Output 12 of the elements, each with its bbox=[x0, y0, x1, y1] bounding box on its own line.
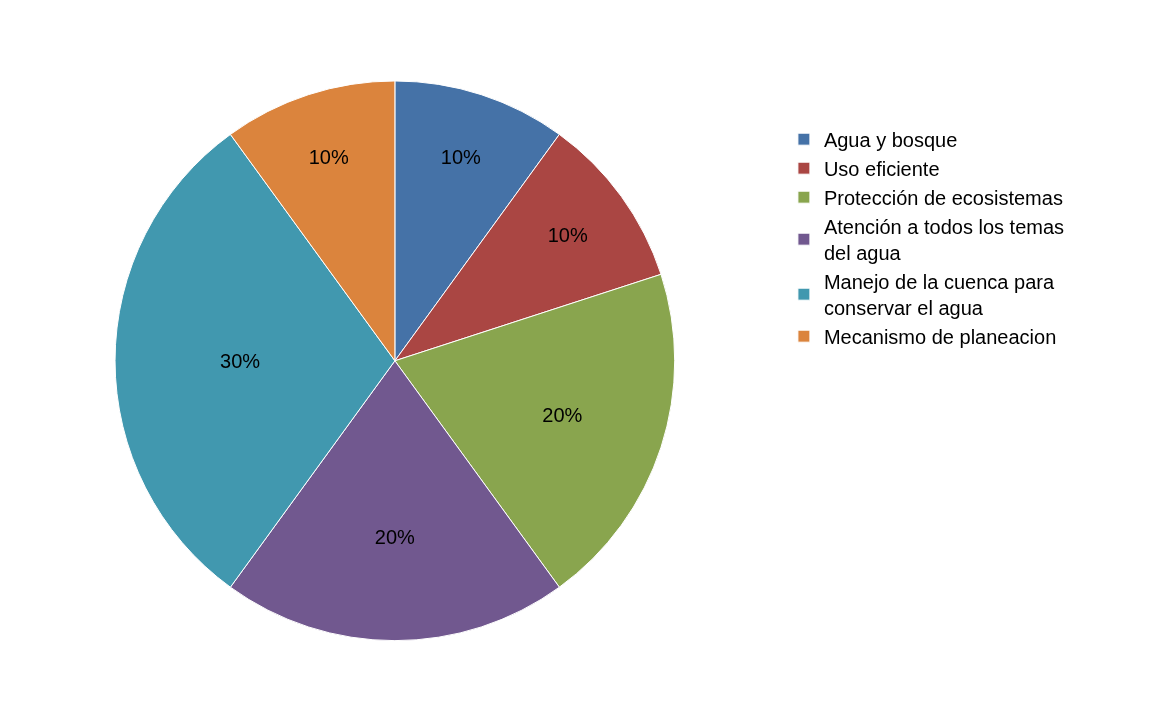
data-label: 20% bbox=[542, 404, 583, 427]
legend-label: Mecanismo de planeacion bbox=[823, 325, 1057, 348]
data-label: 10% bbox=[547, 224, 588, 247]
legend-label: Agua y bosque bbox=[823, 128, 958, 151]
data-label: 20% bbox=[374, 526, 415, 549]
legend-label: Manejo de la cuenca para conservar el agua bbox=[823, 270, 1055, 319]
legend-label: Uso eficiente bbox=[823, 157, 940, 180]
data-label: 30% bbox=[220, 349, 261, 372]
data-label: 10% bbox=[308, 146, 349, 169]
data-label: 10% bbox=[440, 146, 482, 169]
legend-label: Protección de ecosistemas bbox=[823, 186, 1063, 209]
legend-label: Atención a todos los temas del agua bbox=[823, 215, 1065, 264]
